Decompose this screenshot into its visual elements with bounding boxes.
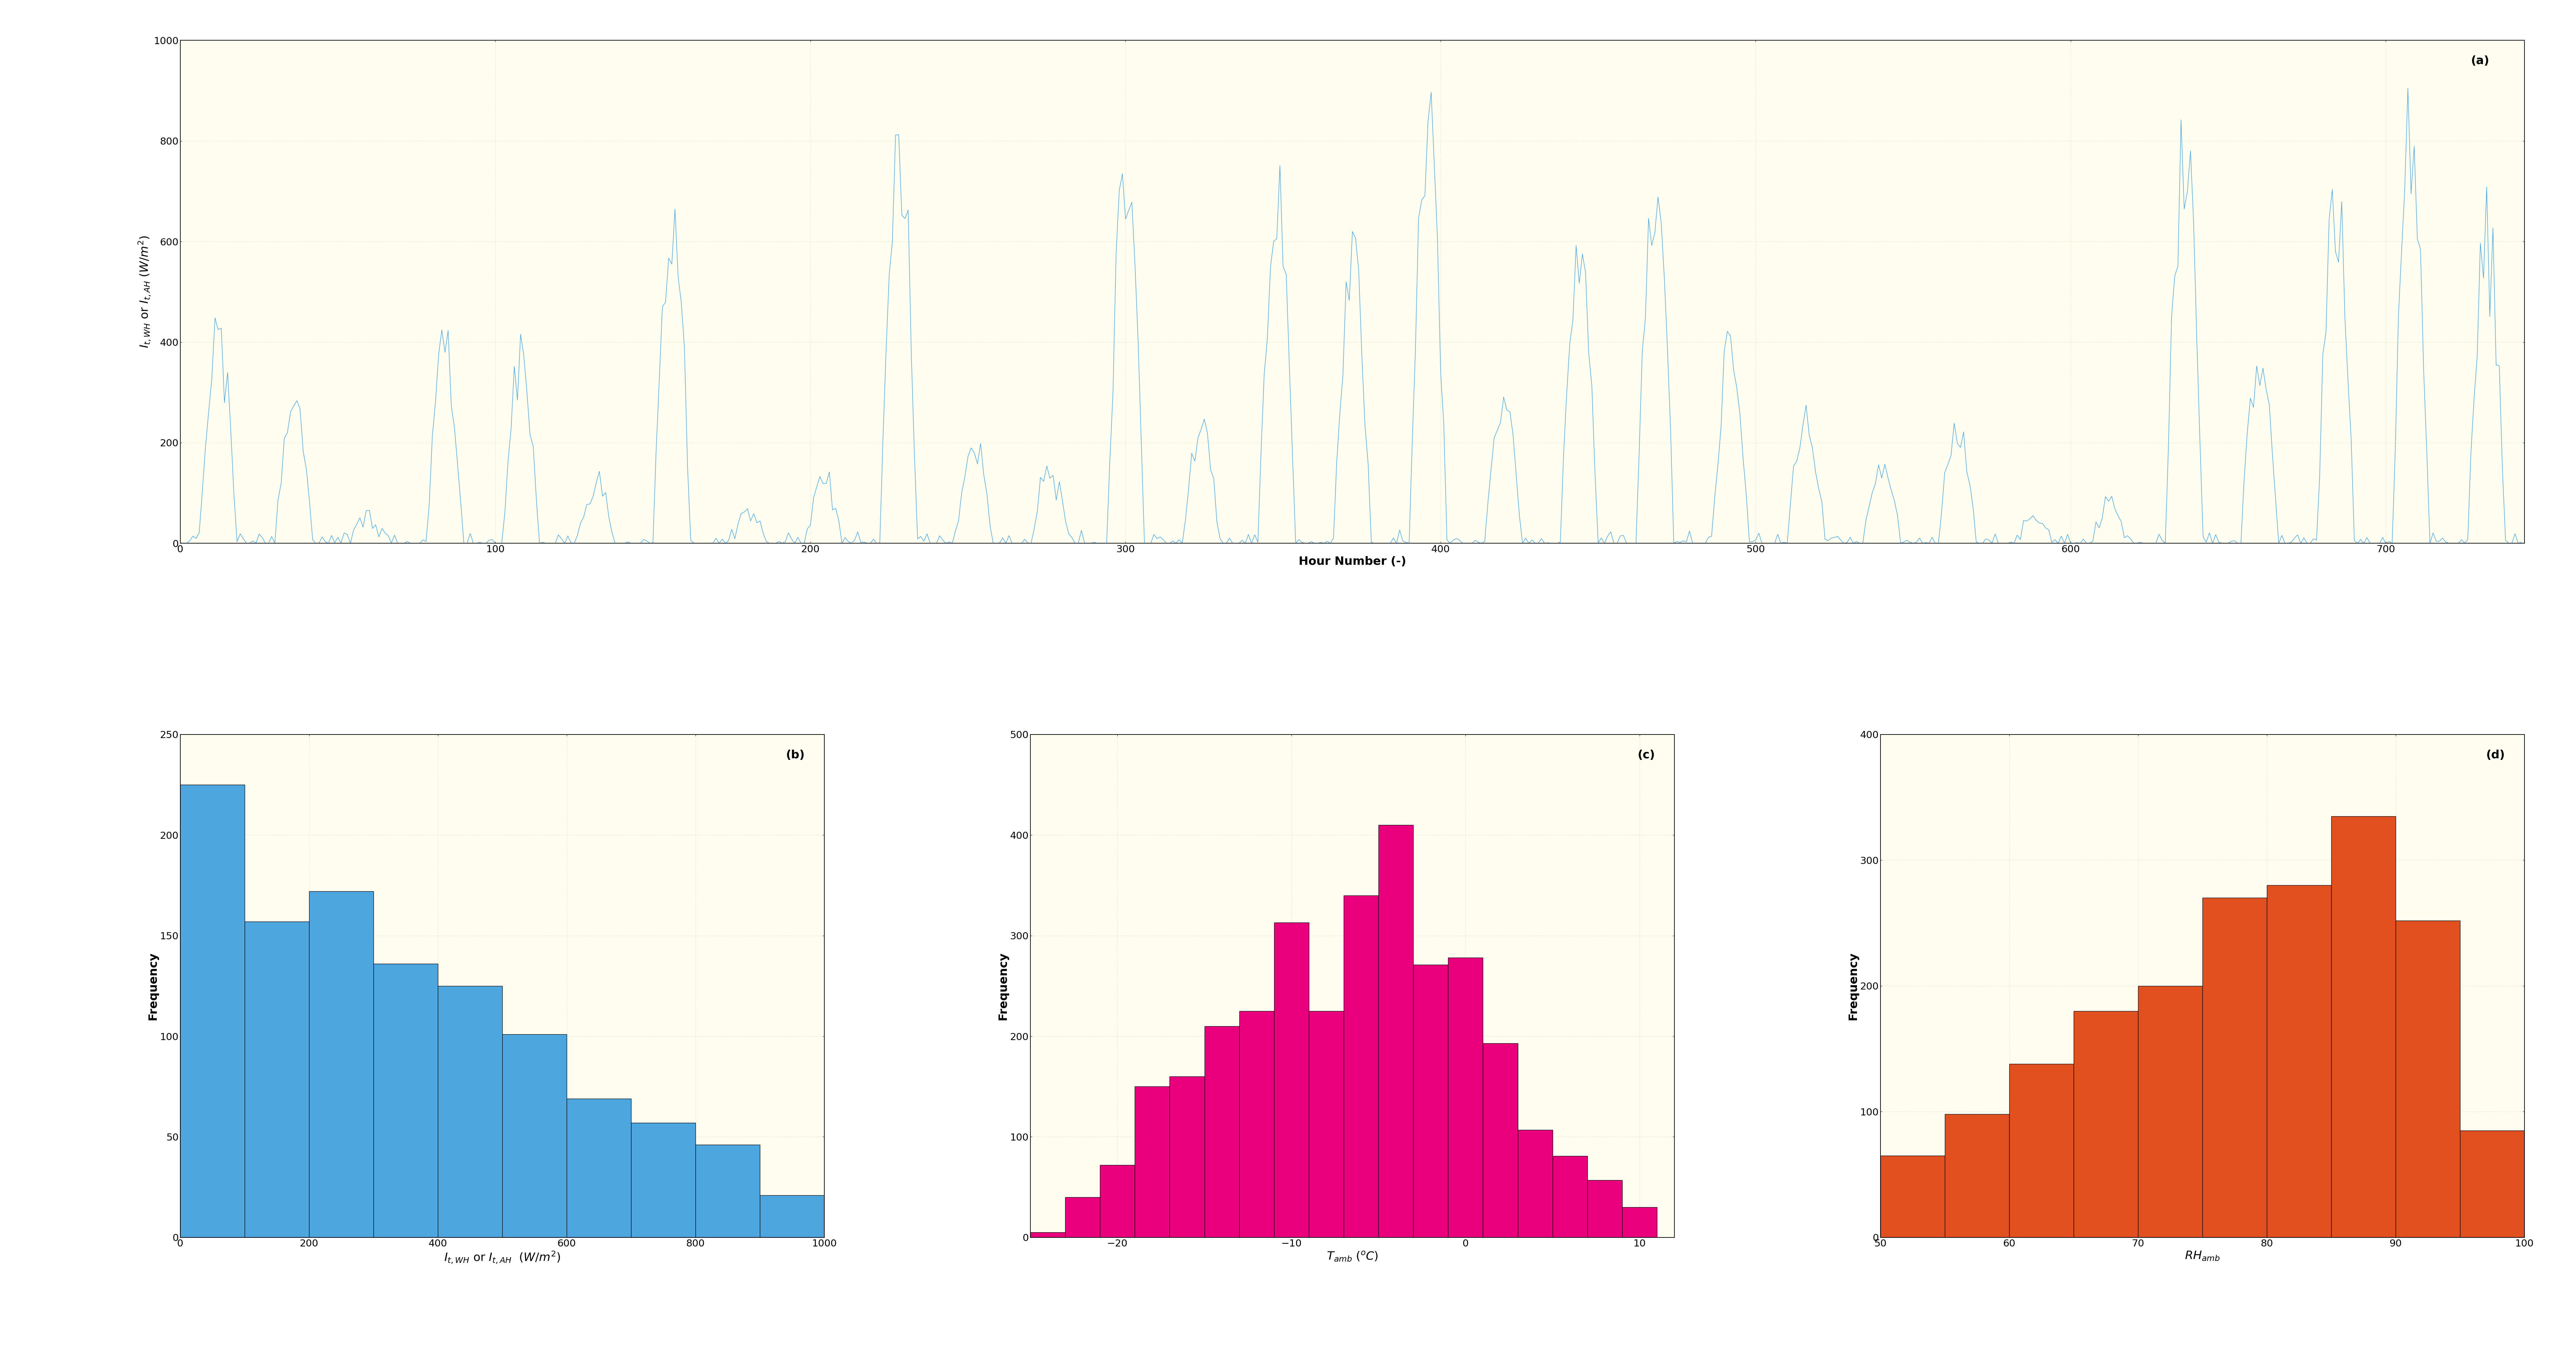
X-axis label: Hour Number (-): Hour Number (-) — [1298, 555, 1406, 568]
Bar — [438, 986, 502, 1237]
Bar — [1206, 1026, 1239, 1237]
Y-axis label: Frequency: Frequency — [147, 952, 157, 1020]
Bar — [1587, 1180, 1623, 1237]
X-axis label: $T_{amb}$ $(^oC)$: $T_{amb}$ $(^oC)$ — [1327, 1250, 1378, 1262]
Bar — [2267, 885, 2331, 1237]
Bar — [1623, 1208, 1656, 1237]
Text: (a): (a) — [2470, 55, 2488, 66]
Bar — [309, 892, 374, 1237]
Bar — [1880, 1155, 1945, 1237]
Bar — [696, 1145, 760, 1237]
Bar — [245, 921, 309, 1237]
Bar — [567, 1099, 631, 1237]
Bar — [2460, 1131, 2524, 1237]
Bar — [1066, 1197, 1100, 1237]
Bar — [374, 964, 438, 1237]
Bar — [2074, 1011, 2138, 1237]
Bar — [1448, 958, 1484, 1237]
Bar — [1517, 1130, 1553, 1237]
Text: (d): (d) — [2486, 749, 2504, 760]
Bar — [1275, 923, 1309, 1237]
Bar — [1484, 1044, 1517, 1237]
Bar — [1100, 1165, 1136, 1237]
Bar — [180, 784, 245, 1237]
Bar — [631, 1123, 696, 1237]
Bar — [1345, 896, 1378, 1237]
Y-axis label: $I_{t,WH}$ or $I_{t,AH}$ $(W/m^2)$: $I_{t,WH}$ or $I_{t,AH}$ $(W/m^2)$ — [137, 235, 152, 348]
Text: (b): (b) — [786, 749, 804, 760]
X-axis label: $I_{t,WH}$ or $I_{t,AH}$  $(W/m^2)$: $I_{t,WH}$ or $I_{t,AH}$ $(W/m^2)$ — [443, 1250, 562, 1264]
Bar — [1309, 1011, 1345, 1237]
Bar — [2396, 920, 2460, 1237]
Bar — [2009, 1064, 2074, 1237]
Bar — [502, 1034, 567, 1237]
Bar — [2331, 816, 2396, 1237]
Bar — [2202, 898, 2267, 1237]
Text: (c): (c) — [1638, 749, 1654, 760]
X-axis label: $RH_{amb}$: $RH_{amb}$ — [2184, 1250, 2221, 1262]
Bar — [1030, 1232, 1066, 1237]
Bar — [1414, 964, 1448, 1237]
Bar — [1945, 1114, 2009, 1237]
Bar — [1170, 1076, 1206, 1237]
Bar — [1136, 1087, 1170, 1237]
Bar — [1378, 824, 1414, 1237]
Y-axis label: Frequency: Frequency — [997, 952, 1007, 1020]
Bar — [1239, 1011, 1275, 1237]
Bar — [2138, 986, 2202, 1237]
Bar — [1553, 1155, 1587, 1237]
Y-axis label: Frequency: Frequency — [1847, 952, 1857, 1020]
Bar — [760, 1196, 824, 1237]
